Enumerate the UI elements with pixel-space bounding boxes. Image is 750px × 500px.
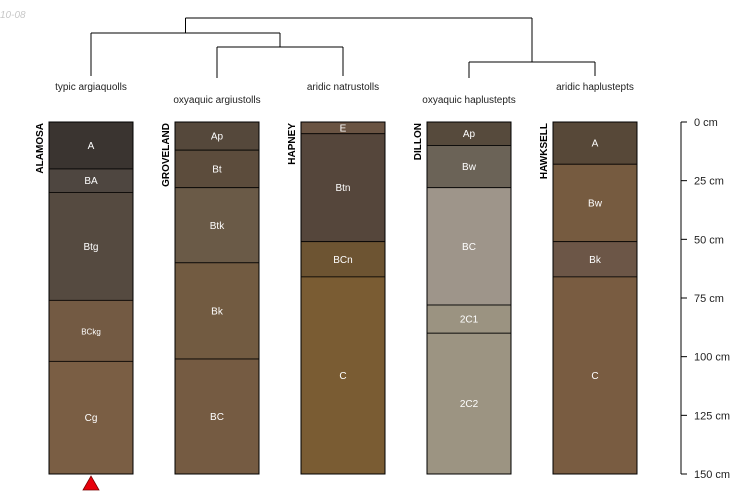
horizon-label: BCn bbox=[333, 255, 352, 266]
horizon-bw bbox=[426, 145, 512, 189]
horizon-label: Bt bbox=[212, 164, 222, 175]
profile-name: DILLON bbox=[413, 123, 424, 160]
horizon-label: Cg bbox=[85, 413, 98, 424]
horizon-label: A bbox=[592, 139, 599, 150]
taxon-label: oxyaquic argiustolls bbox=[173, 95, 260, 106]
depth-tick-label: 150 cm bbox=[694, 469, 730, 481]
horizon-label: Ap bbox=[211, 132, 224, 143]
taxon-label: aridic haplustepts bbox=[556, 82, 634, 93]
depth-tick-label: 125 cm bbox=[694, 410, 730, 422]
dendrogram-merge bbox=[185, 17, 533, 62]
profile-border bbox=[300, 121, 386, 475]
horizon-label: 2C1 bbox=[460, 315, 479, 326]
horizon-label: Btk bbox=[210, 221, 225, 232]
horizon-label: E bbox=[340, 123, 347, 134]
profile-border bbox=[48, 121, 134, 475]
depth-tick-label: 50 cm bbox=[694, 234, 724, 246]
horizon-label: Bk bbox=[589, 255, 602, 266]
horizon-label: Btn bbox=[335, 183, 350, 194]
horizon-bcn bbox=[300, 241, 386, 278]
figure-corner-label: 10-08 bbox=[0, 10, 26, 21]
horizon-label: BC bbox=[210, 412, 224, 423]
horizon-cg bbox=[48, 360, 134, 475]
horizon-bk bbox=[552, 241, 638, 278]
horizon-label: Btg bbox=[83, 242, 98, 253]
horizon-label: C bbox=[339, 371, 346, 382]
profile-border bbox=[552, 121, 638, 475]
horizon-label: BCkg bbox=[81, 327, 101, 336]
red-triangle-marker bbox=[82, 475, 100, 491]
taxon-label: typic argiaquolls bbox=[55, 82, 127, 93]
profile-columns: typic argiaquolls A BA Btg BCkg Cg ALAMOSA oxya… bbox=[35, 82, 638, 491]
taxon-label: oxyaquic haplustepts bbox=[422, 95, 515, 106]
dendrogram-merge bbox=[90, 32, 281, 76]
horizon-bk bbox=[174, 262, 260, 360]
horizon-2c2 bbox=[426, 332, 512, 475]
horizon-btn bbox=[300, 133, 386, 243]
depth-tick-label: 25 cm bbox=[694, 176, 724, 188]
profile-alamosa: typic argiaquolls A BA Btg BCkg Cg ALAMOSA bbox=[35, 82, 134, 491]
horizon-label: BC bbox=[462, 242, 476, 253]
horizon-a bbox=[48, 121, 134, 170]
depth-tick-label: 100 cm bbox=[694, 352, 730, 364]
depth-axis: 0 cm 25 cm 50 cm 75 cm 100 cm 125 cm 150 cm bbox=[680, 117, 730, 481]
dendrogram bbox=[90, 17, 596, 78]
horizon-bc bbox=[174, 358, 260, 475]
horizon-bckg bbox=[48, 299, 134, 362]
horizon-label: Bw bbox=[588, 198, 603, 209]
profile-name: GROVELAND bbox=[161, 123, 172, 187]
horizon-bt bbox=[174, 149, 260, 189]
depth-tick-label: 75 cm bbox=[694, 293, 724, 305]
dendrogram-merge bbox=[216, 46, 344, 78]
profile-hawksell: aridic haplustepts A Bw Bk C HAWKSELL bbox=[539, 82, 638, 475]
horizon-label: Bw bbox=[462, 162, 477, 173]
horizon-btk bbox=[174, 187, 260, 264]
dendrogram-merge bbox=[468, 61, 596, 78]
horizon-label: Bk bbox=[211, 306, 224, 317]
profile-name: HAPNEY bbox=[287, 123, 298, 165]
horizon-label: 2C2 bbox=[460, 399, 479, 410]
profile-border bbox=[426, 121, 512, 475]
horizon-label: A bbox=[88, 141, 95, 152]
horizon-label: BA bbox=[84, 176, 98, 187]
depth-tick-label: 0 cm bbox=[694, 117, 718, 129]
profile-groveland: oxyaquic argiustolls Ap Bt Btk Bk BC GROVELAND bbox=[161, 95, 261, 475]
profile-name: ALAMOSA bbox=[35, 123, 46, 174]
horizon-c bbox=[552, 276, 638, 475]
horizon-label: C bbox=[591, 371, 598, 382]
taxon-label: aridic natrustolls bbox=[307, 82, 379, 93]
horizon-a bbox=[552, 121, 638, 165]
profile-dillon: oxyaquic haplustepts Ap Bw BC 2C1 2C2 DILLON bbox=[413, 95, 516, 475]
horizon-label: Ap bbox=[463, 129, 476, 140]
profile-name: HAWKSELL bbox=[539, 123, 550, 179]
profile-border bbox=[174, 121, 260, 475]
profile-hapney: aridic natrustolls E Btn BCn C HAPNEY bbox=[287, 82, 386, 475]
